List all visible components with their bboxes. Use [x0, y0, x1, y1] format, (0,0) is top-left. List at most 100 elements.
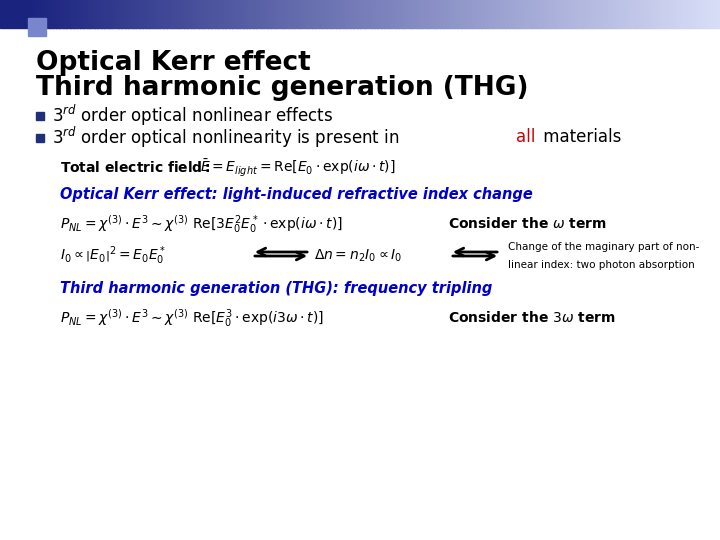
- Bar: [675, 0, 680, 28]
- Bar: [464, 0, 469, 28]
- Bar: [36, 112, 44, 120]
- Bar: [423, 0, 427, 28]
- Bar: [191, 0, 195, 28]
- Bar: [149, 0, 153, 28]
- Bar: [551, 0, 555, 28]
- Bar: [398, 0, 402, 28]
- Bar: [222, 0, 226, 28]
- Bar: [73, 0, 78, 28]
- Bar: [55, 0, 60, 28]
- Bar: [35, 0, 40, 28]
- Bar: [42, 0, 46, 28]
- Bar: [260, 0, 264, 28]
- Bar: [436, 0, 441, 28]
- Bar: [90, 0, 95, 28]
- Bar: [70, 0, 74, 28]
- Bar: [595, 0, 600, 28]
- Bar: [0, 0, 28, 28]
- Bar: [630, 0, 634, 28]
- Bar: [471, 0, 475, 28]
- Bar: [125, 0, 130, 28]
- Bar: [412, 0, 417, 28]
- Bar: [201, 0, 205, 28]
- Bar: [243, 0, 247, 28]
- Bar: [384, 0, 389, 28]
- Bar: [87, 0, 91, 28]
- Bar: [585, 0, 590, 28]
- Bar: [170, 0, 174, 28]
- Bar: [28, 0, 32, 28]
- Bar: [329, 0, 333, 28]
- Bar: [32, 0, 36, 28]
- Bar: [536, 0, 541, 28]
- Bar: [163, 0, 167, 28]
- Bar: [184, 0, 188, 28]
- Bar: [187, 0, 192, 28]
- Bar: [544, 0, 548, 28]
- Text: Third harmonic generation (THG): Third harmonic generation (THG): [36, 75, 528, 101]
- Text: $3^{rd}$ order optical nonlinearity is present in: $3^{rd}$ order optical nonlinearity is p…: [52, 124, 401, 150]
- Bar: [446, 0, 451, 28]
- Bar: [122, 0, 126, 28]
- Bar: [360, 0, 364, 28]
- Bar: [315, 0, 320, 28]
- Bar: [153, 0, 157, 28]
- Bar: [246, 0, 251, 28]
- Bar: [160, 0, 164, 28]
- Bar: [94, 0, 98, 28]
- Bar: [571, 0, 576, 28]
- Bar: [364, 0, 368, 28]
- Bar: [568, 0, 572, 28]
- Bar: [429, 0, 434, 28]
- Bar: [235, 0, 240, 28]
- Bar: [426, 0, 431, 28]
- Text: Optical Kerr effect: light-induced refractive index change: Optical Kerr effect: light-induced refra…: [60, 187, 533, 202]
- Bar: [693, 0, 697, 28]
- Bar: [696, 0, 701, 28]
- Bar: [374, 0, 379, 28]
- Bar: [225, 0, 230, 28]
- Bar: [194, 0, 199, 28]
- Bar: [350, 0, 354, 28]
- Bar: [509, 0, 513, 28]
- Bar: [713, 0, 718, 28]
- Bar: [678, 0, 683, 28]
- Bar: [308, 0, 312, 28]
- Bar: [298, 0, 302, 28]
- Text: Third harmonic generation (THG): frequency tripling: Third harmonic generation (THG): frequen…: [60, 280, 492, 295]
- Bar: [665, 0, 669, 28]
- Bar: [710, 0, 714, 28]
- Bar: [682, 0, 686, 28]
- Bar: [609, 0, 613, 28]
- Bar: [49, 0, 53, 28]
- Bar: [229, 0, 233, 28]
- Bar: [699, 0, 703, 28]
- Bar: [281, 0, 285, 28]
- Bar: [381, 0, 385, 28]
- Bar: [505, 0, 510, 28]
- Bar: [38, 0, 43, 28]
- Bar: [28, 18, 46, 36]
- Bar: [166, 0, 171, 28]
- Bar: [647, 0, 652, 28]
- Bar: [305, 0, 310, 28]
- Text: $\bar{E} = E_{light} = \mathrm{Re}[E_0 \cdot \exp(i\omega \cdot t)]$: $\bar{E} = E_{light} = \mathrm{Re}[E_0 \…: [200, 158, 396, 179]
- Bar: [312, 0, 316, 28]
- Bar: [264, 0, 268, 28]
- Bar: [177, 0, 181, 28]
- Bar: [626, 0, 631, 28]
- Bar: [76, 0, 81, 28]
- Bar: [706, 0, 711, 28]
- Bar: [564, 0, 569, 28]
- Bar: [402, 0, 406, 28]
- Text: Change of the maginary part of non-: Change of the maginary part of non-: [508, 242, 699, 252]
- Bar: [80, 0, 84, 28]
- Bar: [232, 0, 237, 28]
- Bar: [291, 0, 295, 28]
- Bar: [640, 0, 645, 28]
- Bar: [114, 0, 119, 28]
- Text: Consider the $\omega$ term: Consider the $\omega$ term: [448, 217, 607, 232]
- Bar: [588, 0, 593, 28]
- Bar: [356, 0, 361, 28]
- Bar: [672, 0, 676, 28]
